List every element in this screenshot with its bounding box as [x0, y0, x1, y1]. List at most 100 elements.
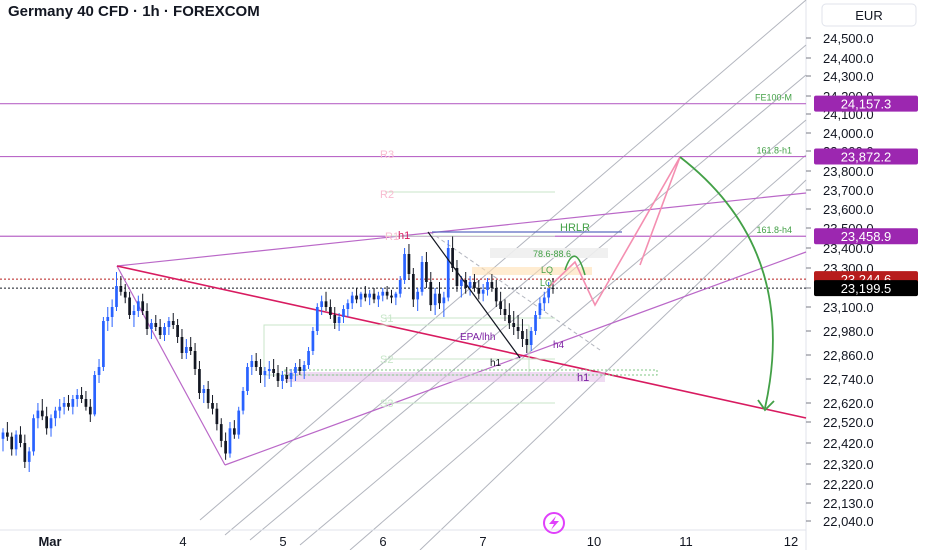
candle-body: [228, 428, 232, 454]
fib-label: 78.6-88.6: [533, 249, 571, 259]
candle: [276, 365, 280, 387]
y-tick-label: 23,700.0: [823, 183, 874, 198]
h4-label: h4: [553, 340, 565, 351]
chart-title: Germany 40 CFD · 1h · FOREXCOM: [8, 3, 260, 20]
candle: [438, 282, 441, 309]
candle-body: [398, 280, 402, 294]
liquidity-label: LQ: [541, 265, 553, 275]
projection-path: [547, 156, 681, 307]
candle: [67, 395, 70, 411]
candle-body: [281, 375, 284, 381]
candle: [6, 422, 9, 441]
candle-body: [320, 301, 324, 307]
candle: [337, 313, 341, 331]
candle-body: [433, 293, 437, 306]
x-tick-label: 10: [587, 534, 601, 549]
candle: [372, 288, 376, 304]
candle: [123, 284, 127, 304]
candle: [359, 291, 363, 307]
y-tick-label: 22,130.0: [823, 496, 874, 511]
candle-body: [97, 367, 101, 375]
y-tick-label: 23,100.0: [823, 300, 874, 315]
candle: [224, 432, 227, 460]
candle-body: [141, 301, 145, 311]
candle-body: [285, 375, 289, 379]
candle-body: [93, 375, 97, 415]
candle-body: [106, 317, 110, 321]
candle-body: [267, 369, 271, 371]
candle-body: [372, 293, 376, 300]
x-tick-label: 4: [179, 534, 186, 549]
candle-body: [254, 361, 258, 367]
candle: [10, 432, 14, 456]
candle-body: [359, 293, 363, 300]
candle: [40, 399, 44, 421]
candle-body: [62, 403, 66, 407]
small-swing-arrow: [564, 255, 586, 276]
candle-body: [385, 291, 389, 296]
triangle-left-line: [116, 265, 226, 466]
candle: [446, 240, 450, 302]
candle: [429, 272, 433, 311]
candle-body: [298, 367, 302, 371]
candle-body: [232, 428, 236, 435]
liquidity-zone: [472, 267, 592, 275]
candle: [141, 293, 145, 315]
candle: [329, 299, 332, 319]
candle: [521, 319, 524, 347]
price-axis[interactable]: EUR24,500.024,400.024,300.024,200.024,10…: [806, 0, 932, 550]
time-axis[interactable]: Mar 4 5 6 7 10 11 12: [0, 529, 806, 549]
flash-icon[interactable]: [537, 511, 571, 535]
level-label: 161.8-h1: [756, 146, 792, 156]
y-tick-label: 24,500.0: [823, 31, 874, 46]
x-tick-label: 12: [784, 534, 798, 549]
candle-body: [110, 307, 114, 317]
candle: [80, 387, 83, 403]
candle-body: [224, 440, 227, 454]
candle-body: [377, 295, 380, 300]
y-tick-label: 22,420.0: [823, 436, 874, 451]
candle-body: [368, 293, 372, 298]
candle: [281, 371, 284, 389]
candle-body: [425, 262, 428, 282]
candle: [193, 343, 197, 375]
candle: [232, 420, 236, 439]
candle: [14, 430, 18, 456]
candle: [342, 305, 345, 323]
channel-line: [199, 0, 807, 521]
candle-body: [36, 410, 40, 419]
candle-body: [71, 399, 75, 407]
x-tick-label: 11: [679, 534, 693, 549]
y-tick-label: 23,600.0: [823, 202, 874, 217]
candle: [36, 403, 40, 429]
candle: [455, 260, 459, 292]
candle: [490, 274, 494, 292]
candlestick-series: [1, 236, 555, 472]
candle: [176, 319, 179, 343]
candle: [246, 363, 249, 395]
candle-body: [534, 315, 537, 331]
candle-body: [350, 295, 354, 304]
channel-line: [299, 119, 807, 546]
candle-body: [102, 321, 105, 367]
candle-body: [529, 331, 533, 345]
candle: [416, 288, 420, 311]
candle: [320, 295, 324, 315]
candle: [180, 329, 184, 359]
candle-body: [355, 295, 358, 300]
candle-body: [342, 309, 345, 317]
candle-body: [167, 321, 171, 327]
candle: [368, 289, 372, 306]
candle-body: [442, 297, 446, 304]
candle-body: [494, 288, 498, 302]
candle-body: [163, 327, 166, 335]
candle-body: [189, 347, 193, 351]
candle: [403, 248, 406, 284]
x-tick-label: 6: [379, 534, 386, 549]
candle-body: [115, 286, 118, 307]
candle: [272, 359, 275, 377]
candle: [385, 286, 389, 300]
price-tag-label: 24,157.3: [841, 97, 892, 112]
candle: [93, 371, 97, 417]
